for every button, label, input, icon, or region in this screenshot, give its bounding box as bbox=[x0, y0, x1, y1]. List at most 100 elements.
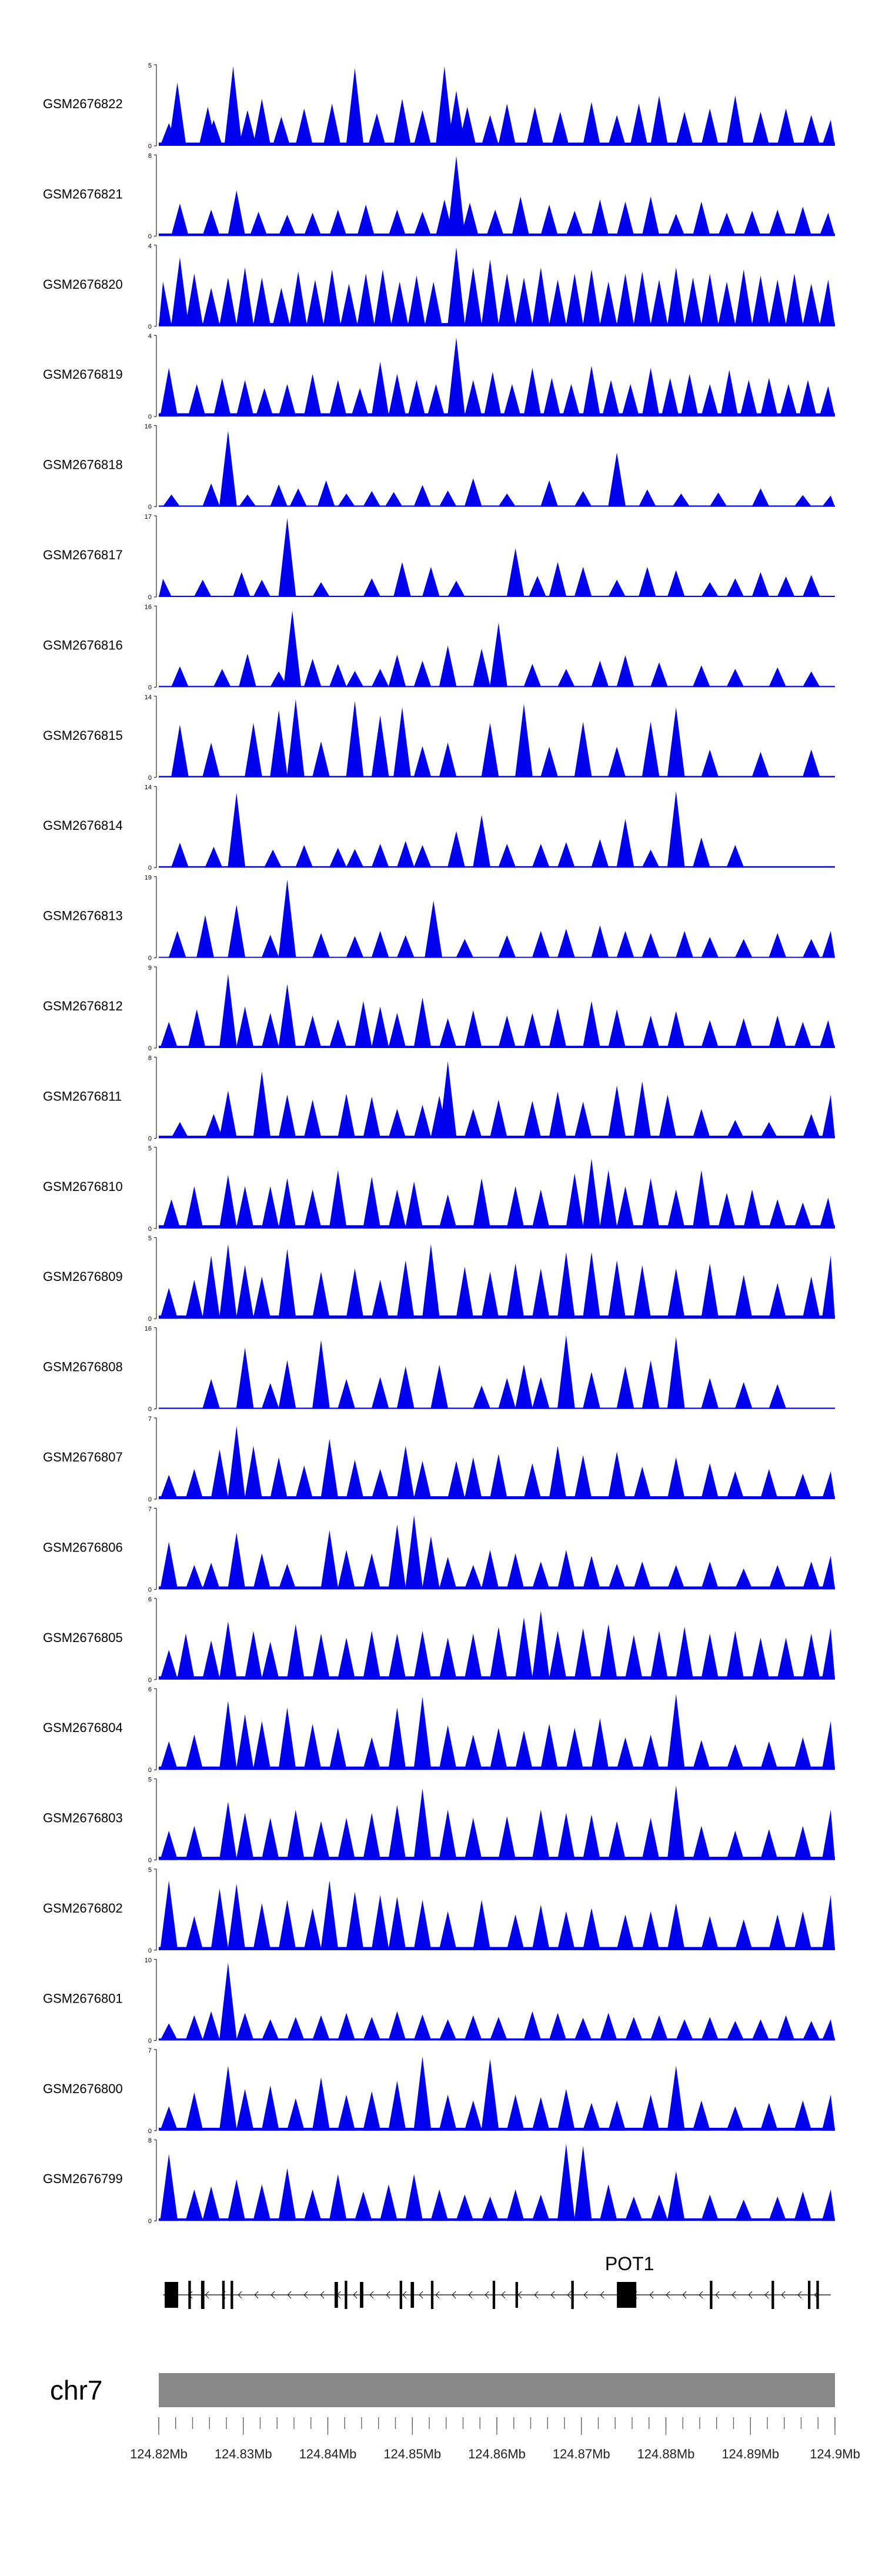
coverage-peak bbox=[638, 566, 656, 597]
track-label: GSM2676810 bbox=[43, 1179, 123, 1194]
gene-exon bbox=[399, 2281, 402, 2309]
coverage-peak bbox=[557, 929, 575, 958]
coverage-peak bbox=[228, 1532, 246, 1590]
coverage-peak bbox=[557, 669, 575, 688]
y-tick-label-min: 0 bbox=[148, 504, 152, 511]
coverage-peak bbox=[624, 2196, 643, 2221]
coverage-peak bbox=[388, 1896, 406, 1950]
coverage-peak bbox=[751, 112, 770, 146]
coverage-peak bbox=[413, 997, 432, 1048]
y-tick-label-min: 0 bbox=[148, 1406, 152, 1413]
coverage-peak bbox=[396, 840, 415, 868]
coverage-peak bbox=[583, 1159, 600, 1229]
y-tick-label-min: 0 bbox=[148, 233, 152, 240]
coverage-peak bbox=[236, 1347, 254, 1409]
coverage-peak bbox=[701, 1561, 719, 1590]
gene-exon bbox=[165, 2282, 179, 2308]
strand-arrow bbox=[303, 2291, 308, 2299]
position-tick-label: 124.88Mb bbox=[637, 2447, 695, 2461]
coverage-peak bbox=[329, 209, 347, 236]
coverage-peak bbox=[456, 2194, 474, 2221]
strand-arrow bbox=[781, 2291, 786, 2299]
coverage-peak bbox=[439, 490, 457, 507]
coverage-peak bbox=[760, 1122, 778, 1139]
coverage-peak bbox=[591, 1718, 609, 1770]
coverage-peak bbox=[312, 741, 330, 778]
coverage-peak bbox=[202, 2186, 220, 2221]
coverage-peak bbox=[489, 622, 507, 688]
strand-arrow bbox=[764, 2291, 769, 2299]
coverage-peak bbox=[363, 578, 381, 597]
coverage-peak bbox=[821, 2189, 835, 2221]
coverage-peak bbox=[171, 842, 189, 868]
coverage-peak bbox=[481, 1550, 499, 1590]
coverage-peak bbox=[794, 2191, 812, 2221]
coverage-peak bbox=[515, 1364, 533, 1409]
coverage-peak bbox=[616, 1186, 634, 1229]
coverage-peak bbox=[523, 1013, 542, 1048]
coverage-peak bbox=[608, 1564, 626, 1590]
coverage-peak bbox=[802, 1633, 820, 1680]
coverage-peak bbox=[751, 752, 770, 778]
coverage-peak bbox=[557, 1813, 575, 1860]
coverage-peak bbox=[236, 1714, 254, 1770]
coverage-peak bbox=[236, 1813, 254, 1860]
coverage-peak bbox=[498, 493, 516, 507]
coverage-peak bbox=[185, 1186, 203, 1229]
coverage-peak bbox=[802, 939, 820, 958]
coverage-peak bbox=[354, 2191, 372, 2221]
coverage-peak bbox=[413, 660, 432, 688]
coverage-peak bbox=[692, 837, 710, 868]
coverage-peak bbox=[642, 722, 660, 778]
coverage-peak bbox=[320, 1439, 339, 1499]
coverage-peak bbox=[642, 1734, 660, 1770]
coverage-peak bbox=[701, 1916, 719, 1950]
coverage-peak bbox=[253, 1276, 271, 1319]
coverage-peak bbox=[371, 669, 389, 688]
coverage-peak bbox=[261, 1186, 279, 1229]
track-label: GSM2676811 bbox=[43, 1089, 122, 1103]
y-tick-label-max: 5 bbox=[148, 1145, 152, 1152]
coverage-peak bbox=[407, 380, 426, 417]
coverage-peak bbox=[447, 580, 465, 597]
coverage-peak bbox=[202, 1379, 220, 1409]
coverage-peak bbox=[228, 190, 246, 236]
coverage-peak bbox=[667, 267, 685, 326]
track-label: GSM2676820 bbox=[43, 277, 123, 292]
coverage-peak bbox=[672, 493, 690, 507]
coverage-track: GSM2676817 17 0 bbox=[43, 513, 835, 601]
track-label: GSM2676809 bbox=[43, 1269, 123, 1284]
gene-model-track: POT1 bbox=[163, 2253, 831, 2309]
coverage-peak bbox=[427, 384, 445, 417]
coverage-peak bbox=[692, 1826, 710, 1860]
coverage-peak bbox=[583, 1814, 600, 1860]
coverage-peak bbox=[283, 610, 302, 688]
coverage-peak bbox=[160, 1741, 178, 1770]
coverage-peak bbox=[185, 1916, 203, 1950]
coverage-peak bbox=[769, 209, 787, 236]
y-tick-label-min: 0 bbox=[148, 2218, 152, 2225]
coverage-peak bbox=[160, 1541, 178, 1590]
coverage-peak bbox=[676, 1627, 694, 1680]
coverage-peak bbox=[769, 667, 787, 688]
coverage-peak bbox=[289, 488, 308, 507]
y-tick-label-min: 0 bbox=[148, 1316, 152, 1323]
coverage-peak bbox=[608, 579, 626, 597]
coverage-peak bbox=[363, 490, 381, 507]
strand-arrow bbox=[600, 2291, 604, 2299]
coverage-peak bbox=[583, 1001, 600, 1048]
coverage-peak bbox=[439, 645, 457, 688]
y-tick-label-max: 19 bbox=[145, 875, 152, 882]
coverage-peak bbox=[667, 2171, 685, 2221]
coverage-peak bbox=[667, 2066, 685, 2131]
coverage-peak bbox=[506, 1914, 524, 1950]
coverage-peak bbox=[238, 110, 256, 146]
coverage-peak bbox=[303, 1724, 322, 1770]
coverage-peak bbox=[439, 1810, 457, 1860]
coverage-peak bbox=[506, 1186, 524, 1229]
coverage-peak bbox=[608, 452, 626, 507]
coverage-peak bbox=[794, 206, 812, 236]
coverage-peak bbox=[219, 1801, 237, 1860]
coverage-peak bbox=[464, 2100, 482, 2131]
